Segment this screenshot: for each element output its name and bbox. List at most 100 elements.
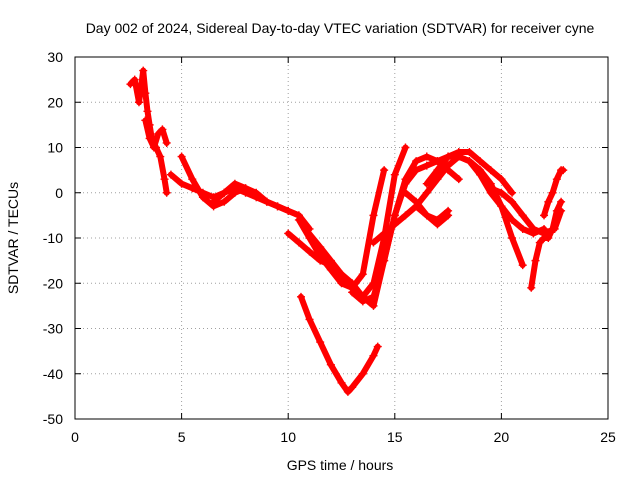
x-tick-label: 25 [600,429,616,445]
data-point [454,152,463,161]
y-tick-label: -10 [43,230,63,246]
data-point [548,224,557,233]
data-point [518,261,527,270]
data-point [139,66,148,75]
data-point [557,197,566,206]
data-point [230,188,239,197]
data-point [126,80,135,89]
y-tick-label: 10 [47,140,63,156]
data-point [326,360,335,369]
data-point [220,188,229,197]
data-point [559,166,568,175]
data-point [301,224,310,233]
data-point [316,338,325,347]
chart-title: Day 002 of 2024, Sidereal Day-to-day VTE… [86,20,595,36]
y-tick-label: -30 [43,321,63,337]
data-point [508,188,517,197]
data-point [369,211,378,220]
data-point [401,179,410,188]
data-point [552,175,561,184]
data-point [444,211,453,220]
data-point [422,179,431,188]
data-point [433,157,442,166]
series-arc-5 [209,179,303,220]
x-tick-label: 15 [387,429,403,445]
data-point [294,238,303,247]
data-point [454,175,463,184]
x-tick-label: 5 [178,429,186,445]
data-point [497,175,506,184]
data-point [380,229,389,238]
data-point [177,179,186,188]
data-point [337,279,346,288]
data-point [358,297,367,306]
data-point [433,220,442,229]
data-point [188,175,197,184]
series-arc-13 [412,152,549,238]
plot-frame [74,56,609,420]
data-point [273,202,282,211]
data-point [316,243,325,252]
data-point [518,211,527,220]
data-point [544,234,553,242]
data-point [476,157,485,166]
data-point [156,152,165,161]
y-tick-label: -50 [43,411,63,427]
data-point [160,175,169,184]
data-point [527,283,536,292]
data-point [358,369,367,378]
series-arc-2 [141,116,171,152]
data-point [401,143,410,152]
data-point [284,229,293,238]
data-point [130,75,139,84]
data-point [241,184,250,193]
y-tick-label: 30 [47,49,63,65]
x-axis-label: GPS time / hours [287,457,394,473]
data-point [412,202,421,211]
data-point [390,211,399,220]
series-trace [298,293,381,395]
series-arc-16 [540,166,568,220]
data-point [316,252,325,261]
data-point [209,197,218,206]
data-point [422,188,431,197]
axes: 0 5 10 15 20 25 -50 -40 -30 -20 -10 0 10 20 30 [43,49,616,445]
data-point [369,351,378,360]
y-tick-label: -20 [43,275,63,291]
data-point [141,116,150,125]
data-point [305,247,314,256]
data-point [486,166,495,175]
x-tick-label: 10 [280,429,296,445]
data-point [162,138,171,147]
data-point [348,288,357,297]
series-arc-11 [401,188,453,229]
data-point [548,188,557,197]
data-point [529,224,538,233]
data-point [230,179,239,188]
data-point [343,387,352,396]
data-point [369,238,378,247]
data-point [294,215,303,224]
data-point [145,134,154,143]
y-axis-label: SDTVAR / TECUs [5,182,21,294]
data-point [158,125,167,134]
data-point [284,206,293,215]
y-tick-label: 20 [47,94,63,110]
data-point [540,211,549,220]
data-point [401,211,410,220]
data-point [535,238,544,247]
data-point [380,166,389,175]
data-point [305,315,314,324]
data-series [126,66,568,396]
data-point [369,292,378,301]
x-tick-label: 0 [71,429,79,445]
data-point [369,301,378,310]
data-point [422,211,431,220]
series-arc-17 [296,292,382,396]
data-point [497,202,506,211]
data-point [433,166,442,175]
data-point [518,224,527,233]
data-point [166,170,175,179]
data-point [486,184,495,193]
